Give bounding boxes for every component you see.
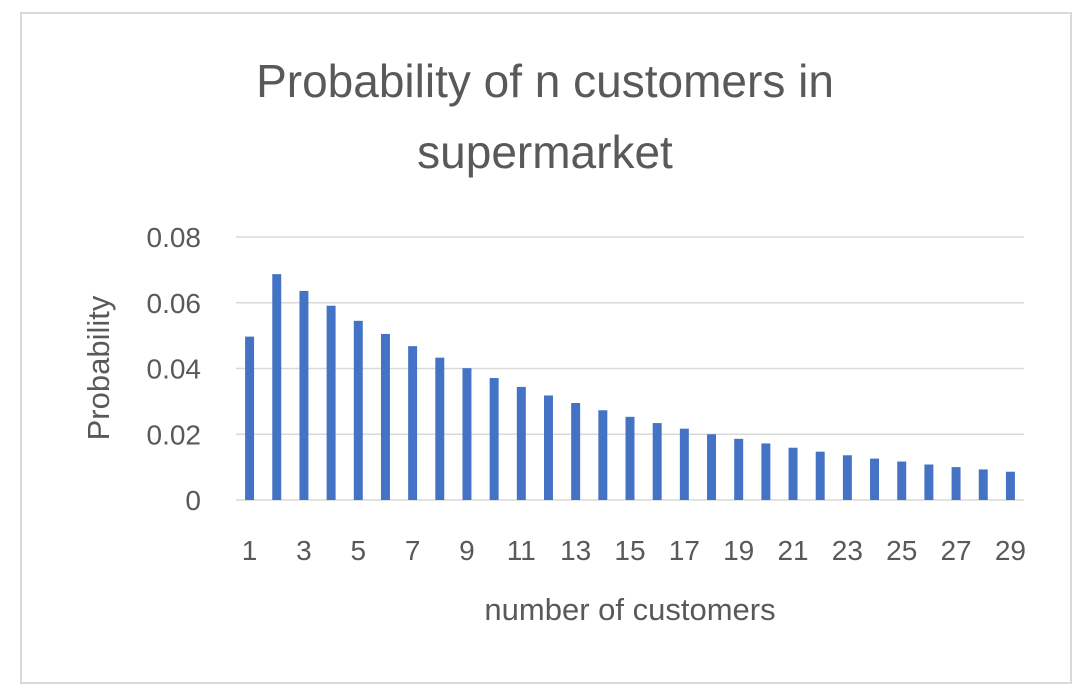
bar-19 <box>734 438 744 500</box>
bar-29 <box>1005 471 1015 500</box>
bar-25 <box>897 461 907 500</box>
bar-5 <box>353 320 363 500</box>
x-tick-label: 11 <box>507 535 536 566</box>
x-tick-label: 7 <box>405 535 421 566</box>
bar-18 <box>707 434 717 500</box>
x-tick-label: 13 <box>560 535 591 566</box>
x-tick-label: 21 <box>777 535 808 566</box>
x-tick-label: 27 <box>940 535 971 566</box>
y-axis-title: Probability <box>81 295 116 440</box>
y-axis-tick-labels: 0 0.02 0.04 0.06 0.08 <box>147 222 202 516</box>
chart-title-line-1: Probability of n customers in <box>256 55 834 107</box>
bar-8 <box>435 357 445 500</box>
chart-title-line-2: supermarket <box>417 126 673 178</box>
x-tick-label: 15 <box>614 535 645 566</box>
bar-27 <box>951 467 961 500</box>
x-axis-title: number of customers <box>484 592 775 627</box>
x-tick-label: 3 <box>296 535 312 566</box>
bar-2 <box>272 274 282 500</box>
x-tick-label: 25 <box>886 535 917 566</box>
x-tick-label: 23 <box>832 535 863 566</box>
x-tick-label: 19 <box>723 535 754 566</box>
bar-12 <box>543 395 553 500</box>
bar-17 <box>679 428 689 500</box>
chart-title: Probability of n customers in supermarke… <box>256 55 834 178</box>
x-tick-label: 9 <box>459 535 475 566</box>
bar-4 <box>326 305 336 500</box>
y-tick-label: 0.04 <box>147 354 202 385</box>
x-tick-label: 1 <box>242 535 258 566</box>
bar-11 <box>516 386 526 500</box>
x-tick-label: 5 <box>350 535 366 566</box>
y-tick-label: 0.08 <box>147 222 202 253</box>
y-tick-label: 0 <box>185 485 201 516</box>
bar-20 <box>761 443 771 500</box>
bar-9 <box>462 368 472 500</box>
chart-frame <box>20 12 1072 684</box>
bar-15 <box>625 416 635 500</box>
bar-13 <box>571 403 581 500</box>
bar-21 <box>788 447 798 500</box>
x-tick-label: 29 <box>995 535 1026 566</box>
bar-1 <box>245 336 255 500</box>
bar-24 <box>870 458 880 500</box>
x-tick-label: 17 <box>669 535 700 566</box>
bar-14 <box>598 410 608 500</box>
bar-7 <box>408 346 418 500</box>
bar-23 <box>842 455 852 500</box>
bar-26 <box>924 464 934 500</box>
y-tick-label: 0.06 <box>147 288 202 319</box>
bar-22 <box>815 451 825 500</box>
bars <box>245 274 1015 500</box>
bar-3 <box>299 290 309 500</box>
bar-28 <box>978 469 988 500</box>
x-axis-tick-labels: 1 3 5 7 9 11 13 15 17 19 21 23 25 27 29 <box>242 535 1026 566</box>
bar-6 <box>380 333 390 500</box>
y-tick-label: 0.02 <box>147 419 202 450</box>
bar-10 <box>489 378 499 500</box>
bar-16 <box>652 423 662 500</box>
